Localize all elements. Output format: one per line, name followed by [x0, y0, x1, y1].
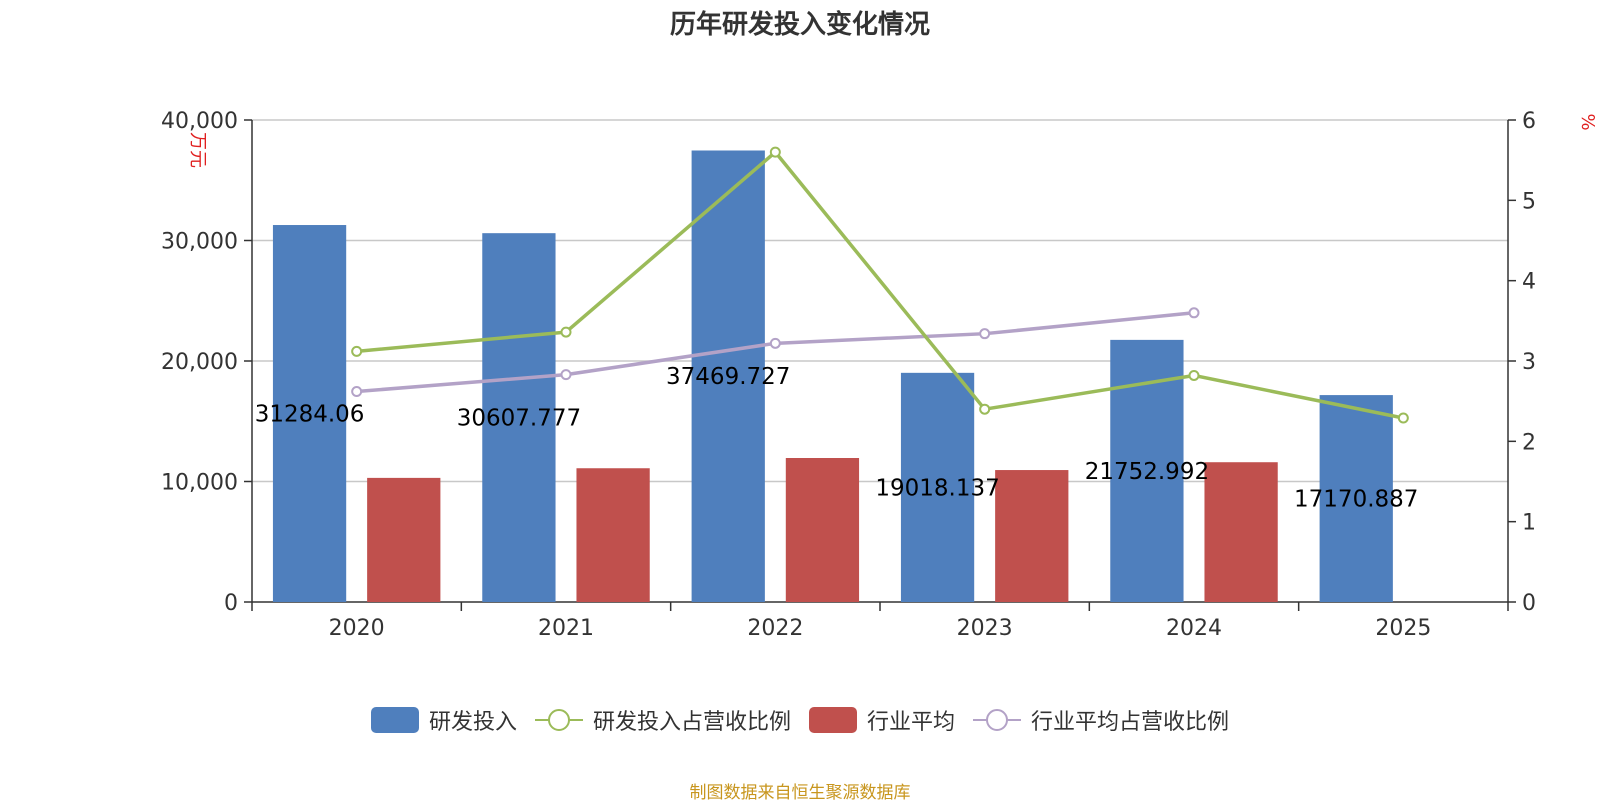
chart-title: 历年研发投入变化情况 [669, 10, 930, 40]
point-industry-ratio [979, 328, 991, 340]
x-tick-label: 2020 [329, 616, 385, 641]
legend-item-industry-avg[interactable]: 行业平均 [809, 704, 955, 736]
legend-label-industry-ratio: 行业平均占营收比例 [1031, 710, 1230, 735]
y-left-tick-label: 30,000 [161, 230, 238, 255]
legend-label-rd-ratio: 研发投入占营收比例 [592, 710, 791, 735]
point-rd-ratio [1397, 412, 1409, 424]
data-label-rd-investment: 37469.727 [666, 364, 790, 390]
data-label-rd-investment: 30607.777 [457, 406, 581, 432]
y-right-unit-label: % [1577, 113, 1598, 130]
point-industry-ratio [1188, 307, 1200, 319]
y-right-tick-label: 0 [1522, 591, 1536, 616]
legend-swatch-industry-ratio [973, 709, 1022, 731]
y-right-tick-label: 4 [1522, 270, 1536, 295]
bar-rd-investment [691, 150, 765, 602]
y-left-tick-label: 0 [224, 591, 238, 616]
legend-item-industry-ratio[interactable]: 行业平均占营收比例 [973, 704, 1229, 736]
data-label-rd-investment: 31284.06 [255, 402, 365, 428]
x-tick-label: 2024 [1166, 616, 1222, 641]
bar-rd-investment [900, 372, 975, 602]
point-rd-ratio [979, 403, 991, 415]
x-tick-label: 2022 [747, 616, 803, 641]
legend-label-industry-avg: 行业平均 [867, 710, 956, 735]
data-label-rd-investment: 17170.887 [1294, 487, 1418, 513]
legend: 研发投入 研发投入占营收比例 行业平均 行业平均占营收比例 [0, 704, 1600, 736]
bar-industry-avg [367, 477, 441, 602]
legend-item-rd-investment[interactable]: 研发投入 [370, 704, 517, 736]
data-label-rd-investment: 21752.992 [1085, 459, 1209, 485]
y-left-tick-label: 20,000 [161, 350, 238, 375]
x-tick-label: 2025 [1375, 616, 1431, 641]
legend-label-rd-investment: 研发投入 [428, 710, 517, 735]
source-note: 制图数据来自恒生聚源数据库 [689, 783, 911, 803]
x-tick-label: 2021 [538, 616, 594, 641]
data-label-rd-investment: 19018.137 [875, 475, 999, 501]
y-right-tick-label: 1 [1522, 511, 1536, 536]
y-right-tick-label: 2 [1522, 430, 1536, 455]
point-rd-ratio [769, 146, 781, 158]
point-industry-ratio [560, 369, 572, 381]
y-right-tick-label: 6 [1522, 109, 1536, 134]
y-right-tick-label: 3 [1522, 350, 1536, 375]
bar-industry-avg [995, 470, 1069, 602]
legend-swatch-rd-ratio [534, 709, 583, 731]
line-rd-ratio [356, 150, 1404, 420]
legend-swatch-industry-avg [809, 707, 857, 733]
legend-item-rd-ratio[interactable]: 研发投入占营收比例 [534, 704, 791, 736]
bar-industry-avg [1204, 462, 1278, 602]
bar-industry-avg [785, 458, 860, 602]
y-left-tick-label: 40,000 [161, 109, 238, 134]
point-rd-ratio [560, 326, 572, 338]
bar-rd-investment [482, 233, 556, 603]
bar-industry-avg [576, 468, 650, 602]
point-rd-ratio [351, 345, 363, 357]
point-industry-ratio [769, 337, 781, 349]
y-left-unit-label: 万元 [187, 132, 208, 168]
legend-swatch-rd-investment [370, 707, 419, 733]
bar-rd-investment [272, 225, 347, 602]
y-left-tick-label: 10,000 [161, 471, 238, 496]
x-tick-label: 2023 [957, 616, 1013, 641]
y-right-tick-label: 5 [1522, 189, 1536, 214]
point-rd-ratio [1188, 369, 1200, 381]
point-industry-ratio [351, 386, 363, 398]
bar-rd-investment [1319, 395, 1393, 602]
